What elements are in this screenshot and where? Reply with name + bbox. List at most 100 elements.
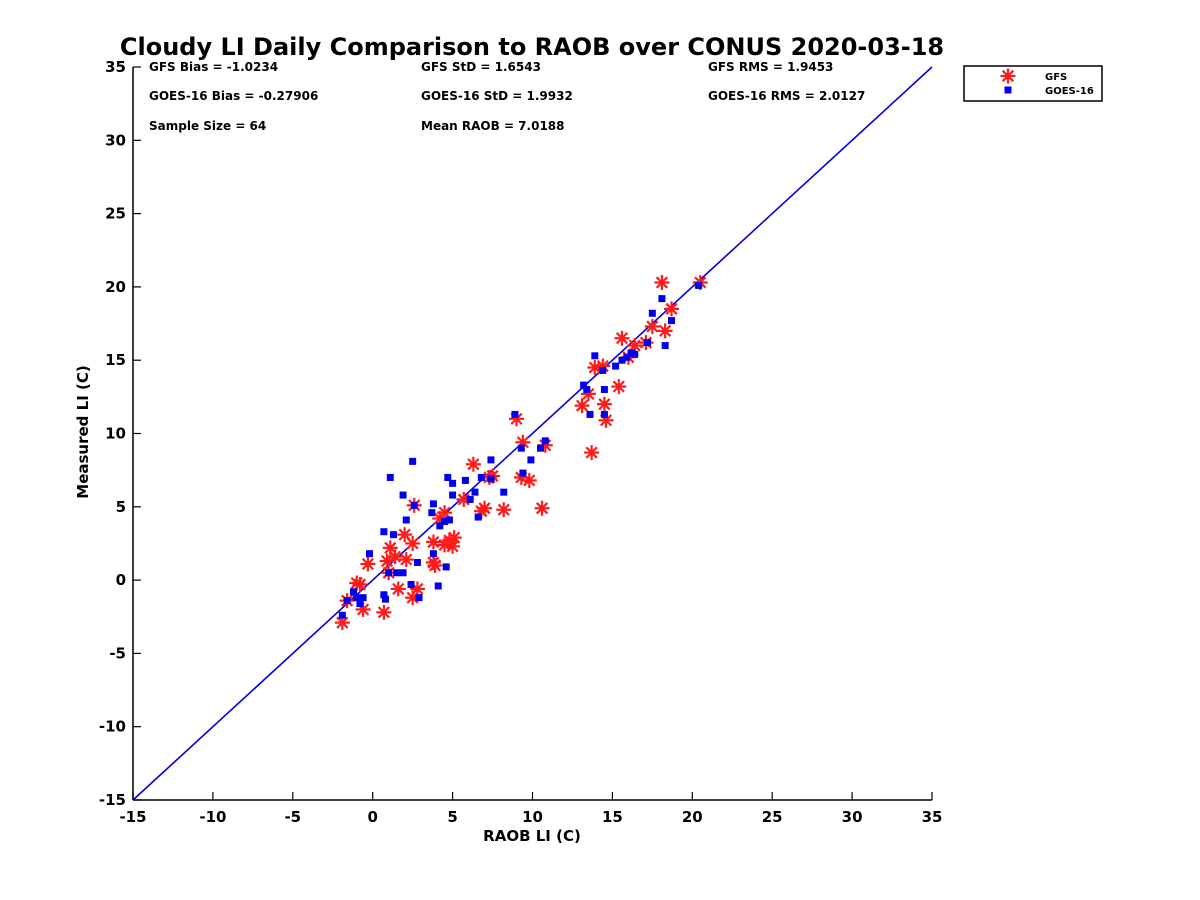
x-tick-label: 15 (602, 808, 623, 826)
goes-16-point (385, 569, 393, 577)
goes-16-point (338, 611, 346, 619)
legend-marker-goes-16 (1004, 86, 1012, 94)
goes-16-point (444, 473, 452, 481)
x-tick-label: 5 (447, 808, 457, 826)
goes-16-point (474, 513, 482, 521)
goes-16-point (415, 594, 423, 602)
stat-text: Mean RAOB = 7.0188 (421, 119, 565, 133)
goes-16-point (402, 516, 410, 524)
gfs-point (446, 530, 462, 546)
x-tick-label: 20 (682, 808, 703, 826)
x-tick-label: 25 (762, 808, 783, 826)
gfs-point (360, 556, 376, 572)
goes-16-point (356, 600, 364, 608)
goes-16-point (380, 591, 388, 599)
y-tick-label: 10 (105, 425, 126, 443)
stat-text: GFS Bias = -1.0234 (149, 60, 278, 74)
series-goes-16 (338, 281, 703, 619)
goes-16-point (517, 444, 525, 452)
goes-16-point (429, 550, 437, 558)
x-tick-label: 0 (367, 808, 377, 826)
goes-16-point (527, 456, 535, 464)
goes-16-point (399, 491, 407, 499)
y-tick-label: -15 (99, 791, 126, 809)
goes-16-point (386, 473, 394, 481)
goes-16-point (536, 444, 544, 452)
goes-16-point (353, 594, 361, 602)
legend-label-gfs: GFS (1045, 72, 1067, 83)
legend-box (963, 65, 1103, 102)
gfs-point (390, 581, 406, 597)
goes-16-point (471, 488, 479, 496)
gfs-point (627, 338, 643, 354)
goes-16-point (442, 563, 450, 571)
gfs-point (521, 472, 537, 488)
goes-16-point (410, 501, 418, 509)
y-tick-label: 0 (116, 571, 126, 589)
goes-16-point (466, 495, 474, 503)
goes-16-point (668, 317, 676, 325)
data-points (334, 275, 708, 631)
goes-16-point (695, 281, 703, 289)
gfs-point (465, 456, 481, 472)
y-tick-label: -10 (99, 718, 126, 736)
gfs-point (664, 301, 680, 317)
stat-text: GFS RMS = 1.9453 (708, 60, 833, 74)
gfs-point (644, 318, 660, 334)
goes-16-point (618, 356, 626, 364)
goes-16-point (449, 479, 457, 487)
x-tick-label: 30 (842, 808, 863, 826)
goes-16-point (631, 350, 639, 358)
goes-16-point (591, 352, 599, 360)
goes-16-point (441, 517, 449, 525)
goes-16-point (580, 381, 588, 389)
goes-16-point (661, 342, 669, 350)
chart-title: Cloudy LI Daily Comparison to RAOB over … (120, 33, 944, 61)
goes-16-point (413, 559, 421, 567)
gfs-point (425, 534, 441, 550)
goes-16-point (519, 469, 527, 477)
goes-16-point (586, 410, 594, 418)
goes-16-point (428, 509, 436, 517)
y-axis-label: Measured LI (C) (74, 365, 92, 498)
statistics-annotations: GFS Bias = -1.0234 GFS StD = 1.6543 GFS RM… (149, 60, 865, 133)
goes-16-point (500, 488, 508, 496)
one-to-one-line (132, 66, 933, 801)
goes-16-point (477, 473, 485, 481)
goes-16-point (389, 531, 397, 539)
x-axis-label: RAOB LI (C) (483, 827, 581, 845)
gfs-point (596, 396, 612, 412)
gfs-point (387, 549, 403, 565)
goes-16-point (461, 476, 469, 484)
stat-text: GOES-16 Bias = -0.27906 (149, 89, 318, 103)
goes-16-point (600, 386, 608, 394)
y-tick-label: 15 (105, 351, 126, 369)
gfs-point (376, 604, 392, 620)
goes-16-point (350, 588, 358, 596)
y-tick-label: 25 (105, 205, 126, 223)
goes-16-point (487, 456, 495, 464)
gfs-point (405, 535, 421, 551)
gfs-point (398, 552, 414, 568)
gfs-point (352, 576, 368, 592)
stat-text: GOES-16 RMS = 2.0127 (708, 89, 865, 103)
legend-label-goes-16: GOES-16 (1045, 86, 1094, 97)
goes-16-point (380, 528, 388, 536)
stat-text: GFS StD = 1.6543 (421, 60, 541, 74)
goes-16-point (407, 580, 415, 588)
gfs-point (534, 500, 550, 516)
goes-16-point (445, 516, 453, 524)
gfs-point (654, 275, 670, 291)
series-gfs (334, 275, 708, 631)
gfs-point (496, 502, 512, 518)
stat-text: GOES-16 StD = 1.9932 (421, 89, 573, 103)
x-tick-label: -5 (284, 808, 301, 826)
x-tick-label: 10 (522, 808, 543, 826)
reference-line-group (132, 66, 933, 801)
goes-16-point (366, 550, 374, 558)
goes-16-point (623, 353, 631, 361)
goes-16-point (343, 597, 351, 605)
goes-16-point (658, 295, 666, 303)
gfs-point (437, 505, 453, 521)
